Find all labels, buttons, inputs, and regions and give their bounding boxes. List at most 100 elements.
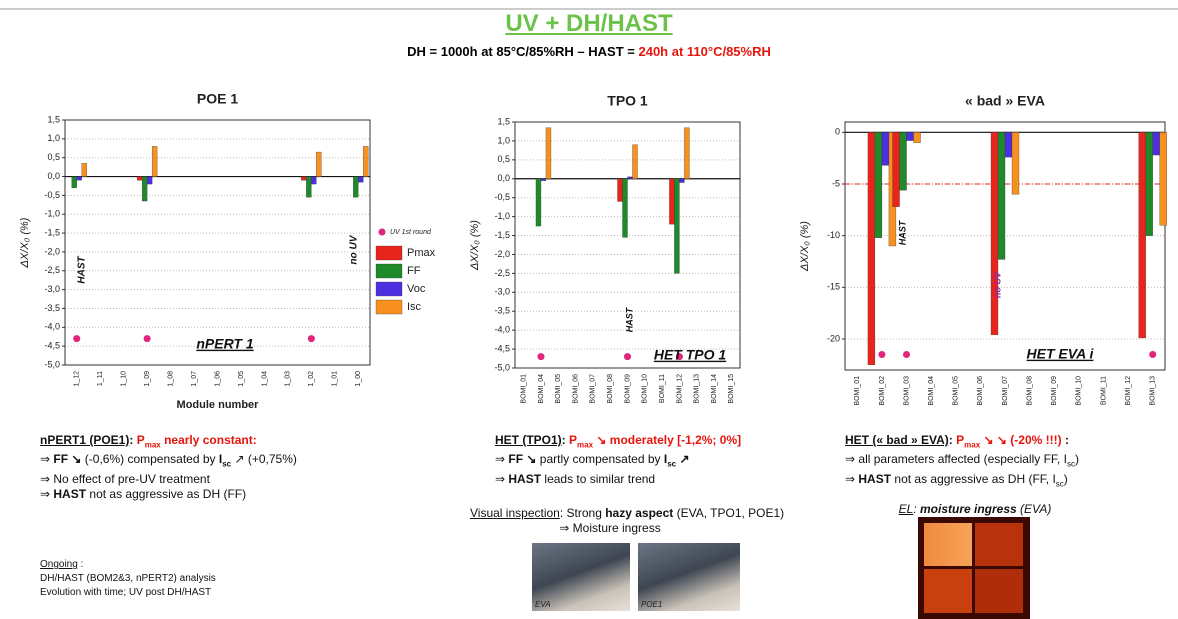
note-line: ⇒ HAST not as aggressive as DH (FF, Isc) [845,472,1079,491]
note-line: Ongoing : [40,558,216,572]
text-run: partly compensated by [536,452,664,467]
note-line: nPERT1 (POE1): Pmax nearly constant: [40,433,297,452]
bar [627,176,633,179]
x-tick-label: BOMI_06 [977,376,984,406]
x-tick-label: 1_10 [120,371,127,387]
text-run: FF ↘ [508,452,537,467]
bar [632,144,638,179]
photo-label: EVA [535,600,551,609]
photo: POE1 [638,543,740,611]
bar [1011,132,1020,195]
x-tick-label: BOMI_11 [659,374,666,403]
x-tick-label: 1_11 [97,371,104,386]
y-tick-label: -15 [827,282,840,292]
annotation: HAST [624,306,634,332]
chart-title: « bad » EVA [965,93,1045,109]
y-axis-label: ΔX/X₀ (%) [19,217,31,268]
x-tick-label: BOMI_01 [854,376,861,406]
text-run: HET (TPO1) [495,433,562,447]
x-tick-label: BOMI_05 [555,374,562,404]
bar [906,132,914,141]
note-block: HET (« bad » EVA): Pmax ↘ ↘ (-20% !!!) :… [845,433,1079,491]
note-line: ⇒ HAST not as aggressive as DH (FF) [40,487,297,502]
y-tick-label: 0,5 [497,154,510,164]
note-line: DH/HAST (BOM2&3, nPERT2) analysis [40,572,216,586]
text-run: I [663,452,668,467]
y-tick-label: -0,5 [494,192,510,202]
y-tick-label: 1,0 [47,133,60,143]
text-run: ⇒ [40,486,54,501]
text-run: : [129,433,137,447]
note-block: HET (TPO1): Pmax ↘ moderately [-1,2%; 0%… [495,433,741,487]
x-tick-label: BOMI_15 [728,374,735,404]
y-tick-label: -1,0 [44,209,60,219]
x-tick-label: BOMI_01 [520,374,527,404]
x-tick-label: BOMI_04 [538,374,545,404]
text-run: moisture ingress [919,502,1017,516]
x-tick-label: BOMI_10 [1076,376,1083,406]
plot-frame [844,121,1166,371]
y-tick-label: 0 [835,127,840,137]
text-run: HAST [53,486,87,501]
x-tick-label: 1_07 [191,371,198,387]
note-line: HET (« bad » EVA): Pmax ↘ ↘ (-20% !!!) : [845,433,1079,452]
annotation: HAST [897,219,907,245]
x-tick-label: BOMI_08 [607,374,614,404]
y-tick-label: 1,5 [497,116,510,126]
bar [136,176,143,181]
note-block: EL: moisture ingress (EVA) [880,502,1070,517]
y-tick-label: -4,0 [44,322,60,332]
x-axis-label: Module number [177,399,260,411]
y-tick-label: -3,5 [494,306,510,316]
text-run: ⇒ [845,471,859,486]
x-tick-label: 1_09 [144,371,151,387]
uv-marker [1149,351,1157,358]
bar [358,176,364,183]
uv-marker [878,351,886,358]
text-run: nearly constant: [160,433,257,447]
uv-marker [307,335,315,343]
text-run: DH/HAST (BOM2&3, nPERT2) analysis [40,573,216,584]
text-run: : [561,433,570,447]
text-run: ↘ ↘ (-20% !!!) [980,433,1062,447]
text-run: max [144,440,161,450]
plot-frame [514,121,741,369]
y-tick-label: -5 [832,178,840,188]
photo: EVA [532,543,630,611]
x-tick-label: BOMI_07 [1002,376,1009,406]
note-line: EL: moisture ingress (EVA) [880,502,1070,517]
uv-marker [903,351,911,358]
bar [990,132,999,336]
text-run: ↘ moderately [-1,2%; 0%] [593,433,742,447]
note-block: nPERT1 (POE1): Pmax nearly constant: ⇒ FF… [40,433,297,502]
text-run: nPERT1 (POE1) [40,433,130,447]
y-tick-label: -4,5 [44,341,60,351]
bar [363,146,369,177]
uv-marker [675,353,683,361]
bar [535,178,542,227]
annotation: HET TPO 1 [654,347,727,363]
bar [622,178,628,238]
text-run: ) [1063,471,1068,486]
y-tick-label: -3,0 [44,284,60,294]
text-run: (EVA, TPO1, POE1) [673,506,785,520]
y-tick-label: -5,0 [44,359,60,369]
text-run: ⇒ [495,471,509,486]
note-line: ⇒ No effect of pre-UV treatment [40,472,297,487]
text-run: ⇒ Moisture ingress [559,521,661,535]
x-tick-label: BOMI_08 [1026,376,1033,406]
plot-frame [64,119,371,366]
y-tick-label: -1,5 [494,230,510,240]
y-tick-label: 1,0 [497,135,510,145]
slide-subtitle: DH = 1000h at 85°C/85%RH – HAST = 240h a… [0,44,1178,59]
x-tick-label: BOMI_03 [903,376,910,406]
y-tick-label: 0,0 [497,173,510,183]
bar [353,176,359,198]
slide-title: UV + DH/HAST [505,10,673,37]
legend-label: FF [407,265,421,277]
uv-marker [624,353,631,361]
note-line: Visual inspection: Strong hazy aspect (E… [470,506,784,521]
note-line: ⇒ FF ↘ partly compensated by Isc ↗ [495,452,741,471]
bar [151,146,158,177]
